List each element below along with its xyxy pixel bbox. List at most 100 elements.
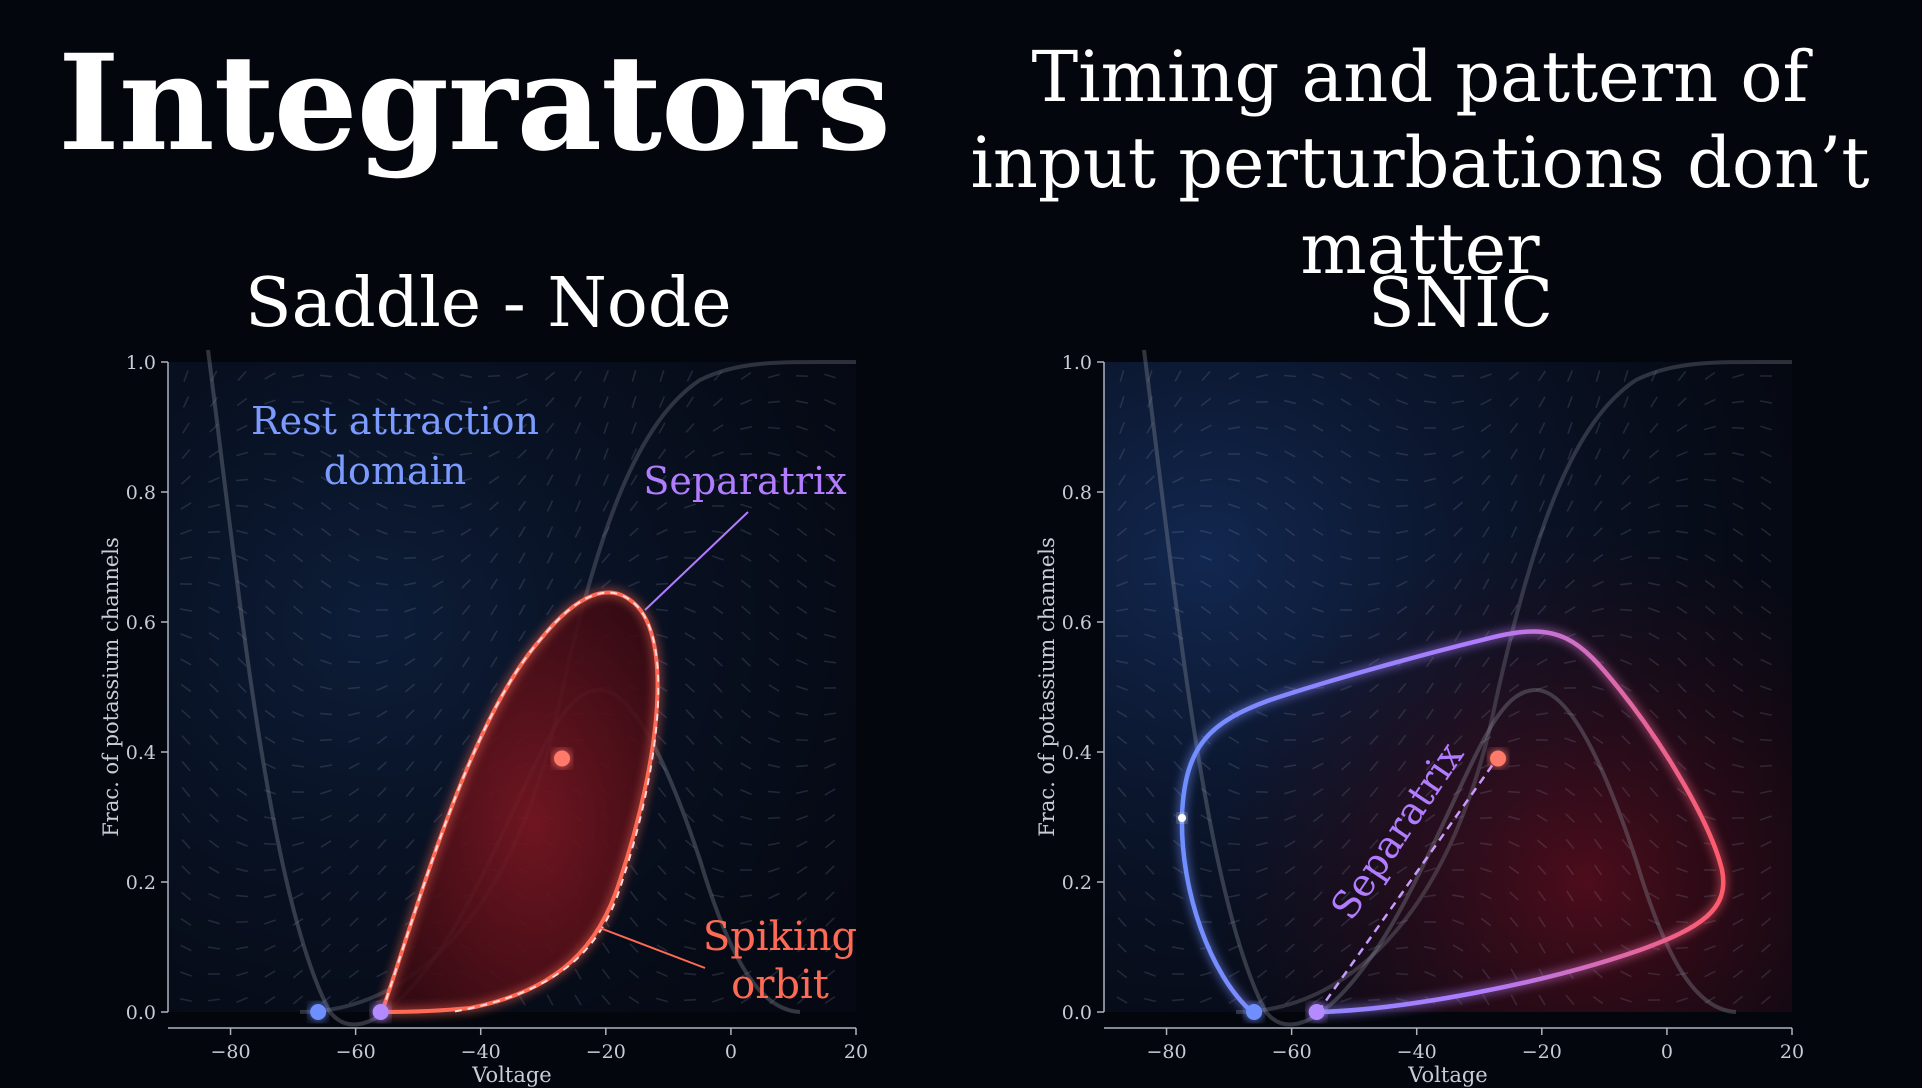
right-vector-arrow bbox=[1173, 683, 1183, 693]
left-vector-arrow bbox=[545, 397, 555, 407]
left-vector-arrow bbox=[629, 864, 639, 876]
right-vector-arrow bbox=[1509, 397, 1519, 407]
right-vector-arrow bbox=[1340, 502, 1352, 510]
right-vector-arrow bbox=[1312, 501, 1324, 511]
right-n-nullcline bbox=[1235, 359, 1793, 1014]
left-vector-arrow bbox=[657, 865, 667, 875]
right-vector-arrow bbox=[1648, 503, 1660, 509]
right-vector-arrow bbox=[1424, 528, 1436, 536]
right-vector-arrow bbox=[1595, 422, 1601, 434]
right-vector-arrow bbox=[1285, 943, 1295, 953]
right-vector-arrow bbox=[1620, 917, 1632, 927]
right-vector-arrow bbox=[1732, 605, 1744, 615]
left-vector-arrow bbox=[349, 839, 359, 849]
left-vector-arrow bbox=[712, 840, 724, 848]
right-vector-arrow bbox=[1567, 396, 1573, 408]
right-vector-arrow bbox=[1144, 917, 1156, 927]
left-vector-arrow bbox=[348, 787, 360, 797]
right-vector-arrow bbox=[1145, 760, 1155, 772]
right-vector-arrow bbox=[1311, 660, 1325, 664]
left-y-tick-label: 0.4 bbox=[126, 742, 156, 764]
left-vector-arrow bbox=[432, 580, 444, 588]
left-vector-arrow bbox=[236, 554, 248, 562]
left-vector-arrow bbox=[264, 579, 276, 589]
right-x-tick-label: −20 bbox=[1522, 1041, 1562, 1063]
left-vector-arrow bbox=[237, 709, 247, 719]
right-vector-arrow bbox=[1593, 527, 1603, 537]
right-vector-arrow bbox=[1538, 422, 1546, 434]
left-vector-arrow bbox=[684, 892, 696, 900]
right-vector-arrow bbox=[1313, 865, 1323, 875]
right-vector-arrow bbox=[1648, 476, 1660, 484]
right-vector-arrow bbox=[1480, 423, 1492, 433]
right-vector-arrow bbox=[1704, 554, 1716, 562]
right-vector-arrow bbox=[1312, 788, 1324, 796]
right-vector-arrow bbox=[1285, 917, 1295, 927]
left-vector-arrow bbox=[347, 634, 361, 638]
left-vector-arrow bbox=[183, 370, 189, 382]
left-vector-arrow bbox=[767, 426, 781, 430]
right-vector-arrow bbox=[1732, 969, 1744, 979]
left-vector-arrow bbox=[796, 866, 808, 874]
left-spiking-label-2: orbit bbox=[731, 962, 829, 1008]
right-vector-arrow bbox=[1452, 501, 1464, 511]
left-vector-arrow bbox=[433, 657, 443, 667]
left-vector-arrow bbox=[656, 917, 668, 927]
left-vector-arrow bbox=[824, 580, 836, 588]
left-vector-arrow bbox=[740, 371, 752, 381]
right-vector-arrow bbox=[1256, 527, 1268, 537]
left-vector-arrow bbox=[181, 786, 191, 798]
left-vector-arrow bbox=[264, 995, 276, 1005]
left-vector-arrow bbox=[574, 396, 582, 408]
right-vector-arrow bbox=[1256, 657, 1268, 667]
right-vector-arrow bbox=[1283, 764, 1297, 768]
left-vector-arrow bbox=[404, 372, 416, 380]
left-vector-arrow bbox=[546, 604, 554, 616]
right-vector-arrow bbox=[1508, 710, 1520, 718]
right-x-tick-label: 0 bbox=[1661, 1041, 1673, 1063]
left-vector-arrow bbox=[235, 894, 249, 898]
right-vector-arrow bbox=[1759, 711, 1773, 717]
left-vector-arrow bbox=[264, 736, 276, 744]
left-vector-arrow bbox=[348, 737, 360, 743]
right-vector-arrow bbox=[1144, 944, 1156, 952]
right-vector-arrow bbox=[1452, 761, 1464, 771]
right-y-tick-label: 0.2 bbox=[1062, 872, 1092, 894]
right-vector-arrow bbox=[1312, 528, 1324, 536]
left-vector-arrow bbox=[768, 710, 780, 718]
right-vector-arrow bbox=[1116, 735, 1128, 745]
left-vector-arrow bbox=[713, 657, 723, 667]
right-vector-arrow bbox=[1567, 448, 1573, 460]
right-vector-arrow bbox=[1677, 735, 1687, 745]
left-vector-arrow bbox=[740, 528, 752, 536]
left-vector-arrow bbox=[824, 373, 836, 379]
left-vector-arrow bbox=[796, 450, 808, 458]
right-vector-arrow bbox=[1425, 630, 1435, 642]
right-vector-arrow bbox=[1369, 786, 1379, 798]
right-vector-arrow bbox=[1623, 396, 1629, 408]
left-vector-arrow bbox=[518, 994, 526, 1006]
right-vector-arrow bbox=[1480, 398, 1492, 406]
right-vector-arrow bbox=[1732, 867, 1744, 873]
left-vector-arrow bbox=[713, 735, 723, 745]
right-vector-arrow bbox=[1256, 605, 1268, 615]
left-vector-arrow bbox=[403, 503, 417, 509]
left-fixed-point-saddle bbox=[372, 1004, 389, 1020]
right-vector-arrow bbox=[1368, 944, 1380, 952]
right-vector-arrow bbox=[1536, 685, 1548, 691]
right-vector-arrow bbox=[1648, 918, 1660, 926]
left-vector-arrow bbox=[208, 657, 220, 667]
left-vector-arrow bbox=[292, 631, 304, 641]
left-vector-arrow bbox=[712, 631, 724, 641]
right-vector-arrow bbox=[1284, 501, 1296, 511]
left-vector-arrow bbox=[319, 685, 333, 691]
panel-title-saddle-node: Saddle - Node bbox=[245, 264, 732, 343]
left-vector-arrow bbox=[263, 893, 277, 899]
left-vector-arrow bbox=[712, 997, 724, 1003]
left-vector-arrow bbox=[601, 552, 611, 564]
right-vector-arrow bbox=[1144, 528, 1156, 536]
right-vector-arrow bbox=[1482, 994, 1490, 1006]
right-vector-arrow bbox=[1144, 658, 1156, 666]
left-vector-arrow bbox=[291, 764, 305, 768]
left-vector-arrow bbox=[265, 657, 275, 667]
